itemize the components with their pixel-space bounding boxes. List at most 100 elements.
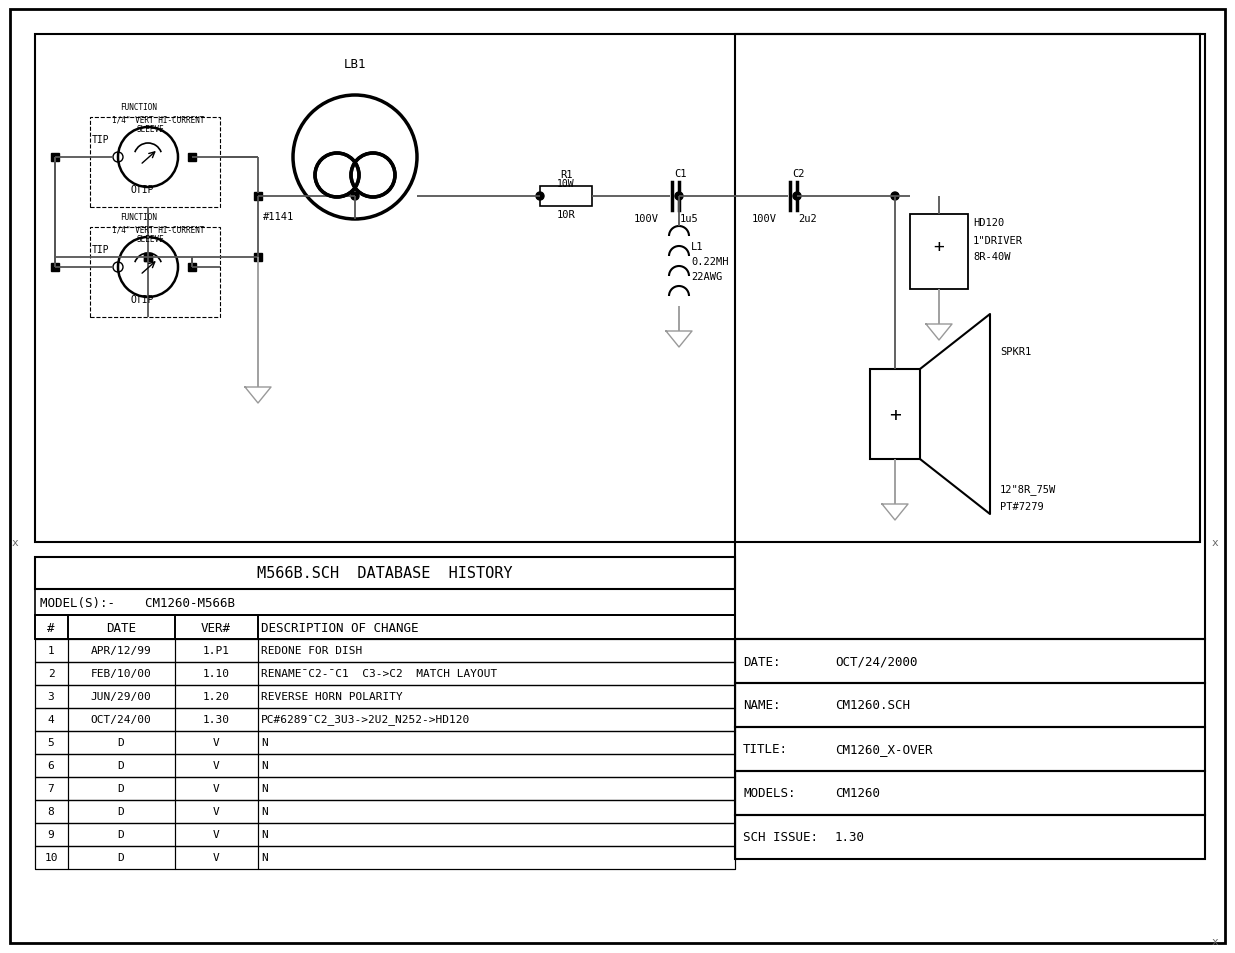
Text: 8R-40W: 8R-40W — [973, 252, 1010, 262]
Text: N: N — [261, 829, 268, 840]
Text: 9: 9 — [48, 829, 54, 840]
Bar — [35, 778, 735, 801]
Bar — [175, 846, 258, 869]
Bar — [910, 214, 968, 290]
Bar — [144, 253, 152, 262]
Bar — [35, 846, 735, 869]
Bar — [35, 616, 735, 639]
Text: 1"DRIVER: 1"DRIVER — [973, 235, 1023, 246]
Text: 12"8R_75W: 12"8R_75W — [1000, 484, 1056, 495]
Text: PC#6289¯C2_3U3->2U2_N252->HD120: PC#6289¯C2_3U3->2U2_N252->HD120 — [261, 714, 471, 724]
Bar — [35, 685, 735, 708]
Circle shape — [317, 157, 356, 194]
Text: CM1260: CM1260 — [835, 786, 881, 800]
Bar — [258, 754, 735, 778]
Bar — [258, 662, 735, 685]
Text: R1: R1 — [559, 170, 572, 180]
Bar — [175, 685, 258, 708]
Text: 1u5: 1u5 — [680, 213, 699, 224]
Text: PT#7279: PT#7279 — [1000, 501, 1044, 512]
Bar — [258, 801, 735, 823]
Bar — [35, 708, 68, 731]
Text: 100V: 100V — [752, 213, 777, 224]
Bar — [144, 253, 152, 262]
Text: 10R: 10R — [557, 210, 576, 220]
Text: 22AWG: 22AWG — [692, 272, 722, 282]
Text: 1.10: 1.10 — [203, 668, 230, 679]
Text: D: D — [117, 738, 125, 747]
Bar — [35, 823, 735, 846]
Text: OTIP: OTIP — [130, 185, 153, 194]
Bar — [869, 370, 920, 459]
Bar — [35, 778, 68, 801]
Bar — [175, 639, 258, 662]
Text: 4: 4 — [48, 714, 54, 724]
Text: REDONE FOR DISH: REDONE FOR DISH — [261, 645, 362, 656]
Bar — [35, 731, 735, 754]
Bar — [35, 558, 735, 589]
Bar — [188, 264, 196, 272]
Text: FUNCTION: FUNCTION — [120, 103, 157, 112]
Text: L1: L1 — [692, 242, 704, 252]
Text: 1.P1: 1.P1 — [203, 645, 230, 656]
Bar — [175, 778, 258, 801]
Text: 2: 2 — [48, 668, 54, 679]
Bar — [735, 727, 1205, 771]
Bar — [258, 731, 735, 754]
Text: TITLE:: TITLE: — [743, 742, 788, 756]
Text: V: V — [212, 738, 220, 747]
Text: x: x — [1212, 936, 1218, 946]
Text: CM1260.SCH: CM1260.SCH — [835, 699, 910, 712]
Bar — [175, 731, 258, 754]
Bar — [35, 662, 68, 685]
Bar — [68, 685, 175, 708]
Bar — [175, 708, 258, 731]
Bar — [90, 118, 220, 208]
Text: SPKR1: SPKR1 — [1000, 347, 1031, 356]
Text: 10: 10 — [44, 852, 58, 862]
Bar — [35, 639, 735, 662]
Bar — [35, 731, 68, 754]
Bar — [68, 731, 175, 754]
Text: SLEEVE: SLEEVE — [136, 235, 164, 244]
Bar — [68, 846, 175, 869]
Circle shape — [676, 193, 683, 201]
Text: +: + — [889, 405, 900, 424]
Text: D: D — [117, 852, 125, 862]
Text: N: N — [261, 738, 268, 747]
Text: V: V — [212, 760, 220, 770]
Text: C2: C2 — [792, 169, 804, 179]
Text: TIP: TIP — [91, 135, 110, 145]
Bar — [254, 253, 262, 262]
Bar — [175, 801, 258, 823]
Bar — [254, 193, 262, 201]
Text: D: D — [117, 806, 125, 816]
Text: OTIP: OTIP — [130, 294, 153, 305]
Bar — [258, 778, 735, 801]
Text: 1.30: 1.30 — [203, 714, 230, 724]
Text: V: V — [212, 806, 220, 816]
Bar — [35, 708, 735, 731]
Text: APR/12/99: APR/12/99 — [90, 645, 152, 656]
Text: 1/4" VERT HI-CURRENT: 1/4" VERT HI-CURRENT — [112, 225, 205, 234]
Text: V: V — [212, 829, 220, 840]
Bar — [175, 616, 258, 639]
Text: 1/4" VERT HI-CURRENT: 1/4" VERT HI-CURRENT — [112, 115, 205, 125]
Text: M566B.SCH  DATABASE  HISTORY: M566B.SCH DATABASE HISTORY — [257, 566, 513, 581]
Text: 2u2: 2u2 — [798, 213, 816, 224]
Text: x: x — [1212, 537, 1218, 547]
Circle shape — [351, 193, 359, 201]
Text: DESCRIPTION OF CHANGE: DESCRIPTION OF CHANGE — [261, 620, 419, 634]
Bar — [35, 662, 735, 685]
Text: MODEL(S):-    CM1260-M566B: MODEL(S):- CM1260-M566B — [40, 596, 235, 609]
Text: 7: 7 — [48, 783, 54, 793]
Text: TIP: TIP — [91, 245, 110, 254]
Text: RENAME¯C2-¯C1  C3->C2  MATCH LAYOUT: RENAME¯C2-¯C1 C3->C2 MATCH LAYOUT — [261, 668, 498, 679]
Bar — [35, 685, 68, 708]
Text: #1141: #1141 — [263, 212, 294, 222]
Text: HD120: HD120 — [973, 218, 1004, 228]
Circle shape — [354, 157, 391, 194]
Text: +: + — [934, 237, 945, 255]
Bar — [68, 662, 175, 685]
Text: N: N — [261, 783, 268, 793]
